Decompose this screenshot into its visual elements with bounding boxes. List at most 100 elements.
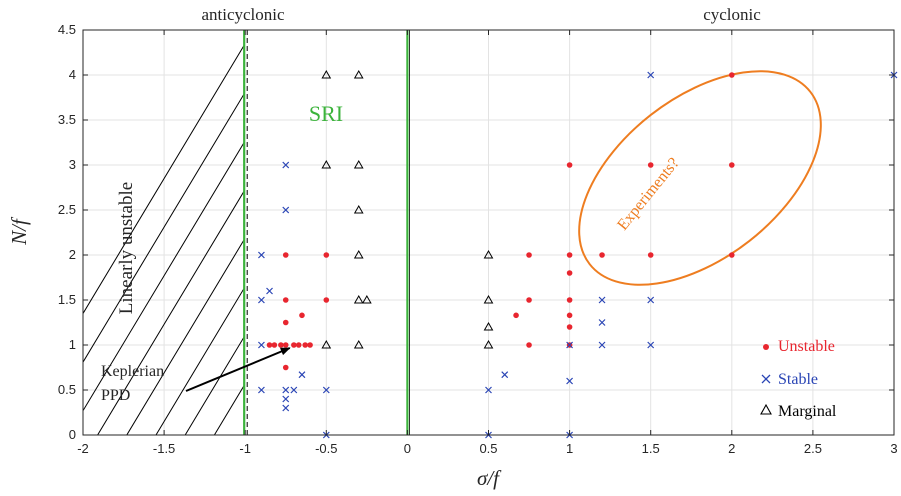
- unstable-point-2: [282, 297, 289, 303]
- marginal-point-9: [353, 339, 364, 349]
- legend-unstable-label: Unstable: [778, 338, 835, 355]
- y-tick-label-6: 3: [69, 157, 76, 172]
- unstable-point-12: [302, 342, 309, 348]
- stable-point-9: [282, 395, 290, 403]
- x-tick-label-6: 1: [566, 441, 573, 456]
- marginal-point-6: [353, 294, 364, 304]
- x-tick-label-3: -0.5: [315, 441, 337, 456]
- x-tick-label-2: -1: [239, 441, 251, 456]
- unstable-point-14: [282, 364, 289, 371]
- y-tick-label-9: 4.5: [58, 22, 76, 37]
- y-axis-ticks: 0 0.5 1 1.5 2 2.5 3 3.5 4 4.5: [58, 22, 894, 442]
- stable-point-17: [566, 341, 574, 349]
- unstable-point-30: [729, 162, 735, 168]
- unstable-point-16: [526, 252, 532, 258]
- stable-point-16: [501, 371, 509, 379]
- marginal-point-11: [483, 294, 494, 304]
- x-tick-label-10: 3: [890, 441, 897, 456]
- unstable-point-28: [647, 252, 654, 258]
- data-marks: [257, 69, 898, 439]
- stable-point-20: [598, 296, 606, 304]
- unstable-point-4: [299, 312, 305, 319]
- stable-point-2: [282, 206, 290, 214]
- x-tick-label-5: 0.5: [479, 441, 497, 456]
- unstable-point-9: [282, 342, 289, 348]
- unstable-point-23: [566, 312, 573, 319]
- stable-point-11: [298, 371, 306, 379]
- stable-point-22: [598, 341, 606, 349]
- x-axis-ticks: -2 -1.5 -1 -0.5 0 0.5 1 1.5 2 2.5 3: [77, 30, 898, 456]
- unstable-point-13: [307, 342, 313, 348]
- keplerian-annotation-line1: Keplerian: [101, 363, 164, 380]
- marginal-point-12: [483, 321, 494, 331]
- legend: Unstable Stable Marginal: [760, 338, 837, 420]
- stable-point-4: [266, 287, 273, 295]
- sri-annotation: SRI: [309, 101, 343, 126]
- unstable-point-1: [323, 252, 330, 258]
- keplerian-annotation-line2: PPD: [101, 387, 130, 404]
- marginal-point-1: [353, 69, 364, 79]
- marginal-point-0: [321, 69, 332, 79]
- y-tick-label-5: 2.5: [58, 202, 76, 217]
- y-tick-label-7: 3.5: [58, 112, 76, 127]
- stable-point-18: [566, 377, 574, 385]
- hatch-line-0: [83, 30, 254, 315]
- y-tick-label-2: 1: [69, 337, 76, 352]
- experiments-ellipse: [578, 70, 822, 286]
- unstable-point-31: [729, 252, 735, 258]
- legend-stable-label: Stable: [778, 371, 818, 388]
- y-tick-label-3: 1.5: [58, 292, 76, 307]
- marginal-point-4: [353, 204, 364, 214]
- stable-point-14: [485, 386, 492, 394]
- legend-marginal-marker: [760, 403, 772, 415]
- unstable-point-19: [566, 162, 573, 168]
- x-tick-label-8: 2: [728, 441, 735, 456]
- unstable-point-17: [526, 297, 532, 303]
- x-tick-label-4: 0: [404, 441, 411, 456]
- unstable-point-0: [282, 252, 289, 258]
- stable-point-1: [282, 161, 290, 169]
- y-tick-label-4: 2: [69, 247, 76, 262]
- marginal-point-3: [353, 159, 364, 169]
- stable-point-3: [257, 296, 265, 304]
- marginal-point-13: [483, 339, 494, 349]
- legend-unstable-marker: [763, 344, 769, 350]
- y-tick-label-8: 4: [69, 67, 76, 82]
- unstable-point-7: [271, 342, 278, 348]
- unstable-point-10: [291, 342, 297, 348]
- unstable-point-27: [647, 162, 654, 168]
- linearly-unstable-annotation: Linearly unstable: [116, 182, 137, 314]
- unstable-point-21: [566, 270, 573, 276]
- stable-point-7: [282, 386, 290, 394]
- y-axis-label: N/f: [7, 216, 31, 246]
- y-tick-label-1: 0.5: [58, 382, 76, 397]
- legend-marginal-label: Marginal: [778, 403, 837, 420]
- unstable-point-15: [513, 312, 519, 319]
- unstable-point-5: [282, 319, 289, 326]
- unstable-point-6: [266, 342, 273, 348]
- x-tick-label-0: -2: [77, 441, 89, 456]
- stable-point-12: [322, 386, 330, 394]
- unstable-point-22: [566, 297, 573, 303]
- anticyclonic-label: anticyclonic: [201, 5, 285, 24]
- marginal-point-7: [361, 294, 372, 304]
- stable-point-21: [598, 319, 606, 326]
- x-tick-label-7: 1.5: [642, 441, 660, 456]
- unstable-point-8: [278, 342, 284, 348]
- stable-point-6: [257, 386, 265, 394]
- x-axis-label: σ/f: [477, 466, 502, 490]
- stable-point-25: [647, 71, 655, 79]
- hatch-line-1: [83, 30, 283, 364]
- stable-point-0: [257, 251, 265, 259]
- x-tick-label-9: 2.5: [804, 441, 822, 456]
- unstable-point-3: [323, 297, 330, 303]
- y-tick-label-0: 0: [69, 427, 76, 442]
- unstable-point-11: [295, 342, 302, 348]
- stable-point-10: [282, 404, 290, 412]
- stable-point-8: [290, 386, 298, 394]
- stable-point-24: [647, 341, 655, 349]
- x-tick-label-1: -1.5: [153, 441, 175, 456]
- cyclonic-label: cyclonic: [703, 5, 761, 24]
- marginal-point-5: [353, 249, 364, 259]
- marginal-point-2: [321, 159, 332, 169]
